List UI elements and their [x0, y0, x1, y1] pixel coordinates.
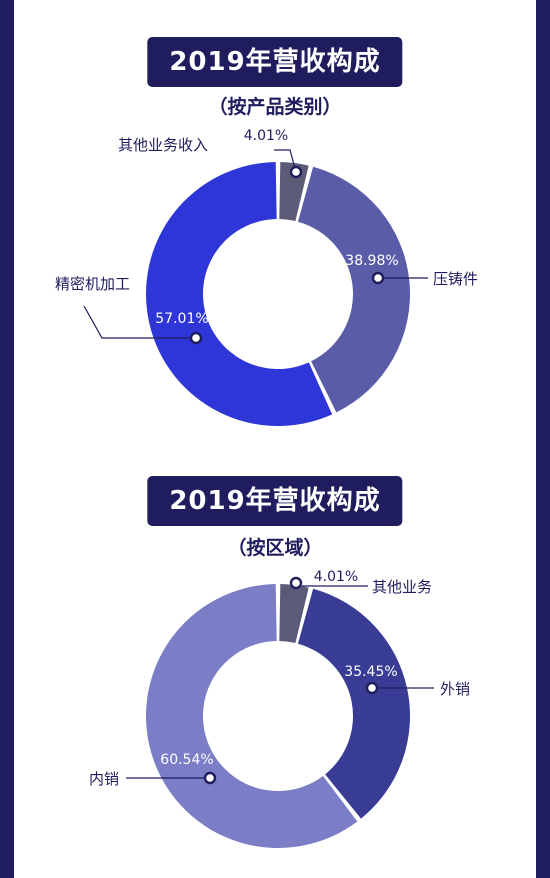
data-label-0: 4.01% [314, 569, 358, 585]
category-label-1: 外销 [440, 680, 470, 698]
category-label-1: 压铸件 [433, 270, 478, 288]
category-label-2: 内销 [89, 770, 119, 788]
leader-dot-2 [189, 331, 203, 345]
leader-dot-1 [371, 271, 385, 285]
leader-line-0 [274, 149, 297, 173]
category-label-2: 精密机加工 [55, 275, 130, 293]
leader-dot-0 [289, 576, 303, 590]
donut-chart-region: 4.01% 其他业务 35.45% 外销 60.54% 内销 [89, 569, 470, 848]
category-label-0: 其他业务 [372, 578, 432, 596]
data-label-2: 60.54% [160, 752, 213, 768]
leader-dot-0 [289, 165, 303, 179]
data-label-1: 35.45% [344, 664, 397, 680]
donut-slice-0 [279, 584, 309, 644]
leader-line-2 [83, 305, 196, 339]
donut-slice-1 [297, 588, 411, 819]
chart-title: 2019年营收构成 [147, 37, 403, 87]
donut-slice-2 [145, 584, 358, 848]
right-border-bar [536, 0, 550, 878]
left-border-bar [0, 0, 14, 878]
chart-title: 2019年营收构成 [147, 476, 403, 526]
chart-subtitle: （按区域） [227, 537, 323, 559]
chart-subtitle: （按产品类别） [208, 96, 342, 118]
chart-panel-product: 2019年营收构成 （按产品类别） 4.01% 其他业务收入 38.98% 压铸件 57… [55, 37, 478, 427]
leader-dot-1 [365, 681, 379, 695]
data-label-0: 4.01% [244, 128, 288, 144]
donut-slice-1 [297, 166, 411, 413]
data-label-2: 57.01% [155, 311, 208, 327]
data-label-1: 38.98% [345, 253, 398, 269]
chart-panel-region: 2019年营收构成 （按区域） 4.01% 其他业务 35.45% 外销 60.54% 内… [0, 440, 550, 878]
donut-slice-2 [146, 162, 333, 427]
donut-chart-product: 4.01% 其他业务收入 38.98% 压铸件 57.01% 精密机加工 [55, 128, 478, 427]
leader-dot-2 [203, 771, 217, 785]
category-label-0: 其他业务收入 [118, 136, 208, 154]
donut-slice-0 [279, 162, 309, 222]
